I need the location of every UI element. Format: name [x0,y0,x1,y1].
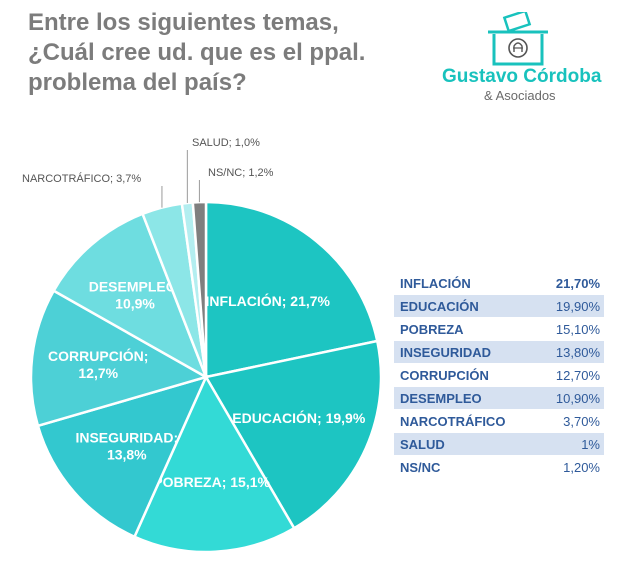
table-row: DESEMPLEO 10,90% [394,386,604,410]
pie-slice-educaci-n [204,339,383,530]
table-cell-value: 1,20% [536,455,604,478]
pie-chart: INFLACIÓN; 21,7% EDUCACIÓN; 19,9% POBREZA;… [22,137,383,554]
pie-label: INSEGURIDAD; 13,8% [75,429,178,462]
pie-label: NS/NC; 1,2% [208,167,274,179]
chart-title-line-3: problema del país? [28,69,247,96]
data-table: INFLACIÓN 21,70% EDUCACIÓN 19,90% POBREZA 15,… [394,272,604,478]
pie-label: NARCOTRÁFICO; 3,7% [22,172,141,185]
pie-label: CORRUPCIÓN; 12,7% [48,347,148,381]
table-cell-value: 3,70% [536,409,604,433]
table-cell-value: 19,90% [536,294,604,318]
pie-slice-desempleo [52,212,209,380]
table-cell-label: SALUD [394,432,537,456]
table-cell-label: INFLACIÓN [400,275,471,291]
table-cell-value: 15,10% [536,317,604,341]
pie-slice-ns-nc [191,200,208,378]
table-row: NARCOTRÁFICO 3,70% [394,409,604,433]
table-row: SALUD 1% [394,432,604,456]
table-cell-label: EDUCACIÓN [394,294,537,318]
pie-slice-inflaci-n [204,200,379,379]
table-cell-label: NS/NC [394,455,537,478]
chart-title-line-2: ¿Cuál cree ud. que es el ppal. [28,39,366,66]
table-row: NS/NC 1,20% [394,455,604,478]
table-cell-label: CORRUPCIÓN [394,363,537,387]
pie-slice-inseguridad [36,375,209,539]
logo-subtitle: & Asociados [484,88,556,103]
pie-label: POBREZA; 15,1% [153,474,270,490]
table-row: INSEGURIDAD 13,80% [394,340,604,364]
table-row: CORRUPCIÓN 12,70% [394,363,604,387]
pie-slice-corrupci-n [29,289,210,428]
table-cell-value: 10,90% [536,386,604,410]
table-cell-value: 12,70% [536,363,604,387]
table-cell-label: INSEGURIDAD [394,340,537,364]
logo-name: Gustavo Córdoba [442,66,602,87]
chart-title: Entre los siguientes temas, ¿Cuál cree u… [28,8,408,98]
pie-label: EDUCACIÓN; 19,9% [232,409,366,426]
table-cell-value: 1% [536,432,604,456]
table-row: EDUCACIÓN 19,90% [394,294,604,318]
table-row: INFLACIÓN 21,70% [394,272,604,295]
pie-label: SALUD; 1,0% [192,137,260,149]
table-cell-value: 21,70% [555,275,600,291]
ballot-box-logo-icon [488,12,548,66]
pie-label: DESEMPLEO; 10,9% [89,278,182,311]
table-cell-label: POBREZA [394,317,537,341]
pie-label: INFLACIÓN; 21,7% [206,292,331,309]
table-cell-label: DESEMPLEO [394,386,537,410]
table-cell-value: 13,80% [536,340,604,364]
pie-slice-pobreza [132,374,296,554]
table-cell-label: NARCOTRÁFICO [394,409,537,433]
table-row: POBREZA 15,10% [394,317,604,341]
chart-title-line-1: Entre los siguientes temas, [28,9,339,36]
